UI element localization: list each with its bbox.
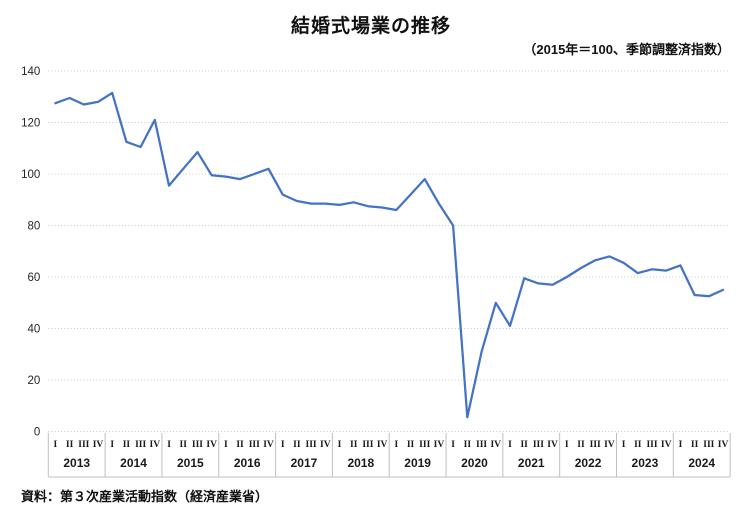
quarter-label: III — [590, 440, 601, 450]
year-label: 2013 — [63, 456, 90, 470]
quarter-label: I — [451, 440, 455, 450]
y-tick-label: 120 — [21, 118, 40, 130]
quarter-label: IV — [718, 440, 729, 450]
quarter-label: III — [362, 440, 373, 450]
quarter-label: III — [703, 440, 714, 450]
quarter-label: I — [281, 440, 285, 450]
y-tick-label: 100 — [21, 169, 40, 181]
quarter-label: IV — [320, 440, 331, 450]
y-tick-label: 40 — [28, 324, 41, 336]
quarter-label: IV — [434, 440, 445, 450]
quarter-label: II — [180, 440, 188, 450]
quarter-label: IV — [206, 440, 217, 450]
year-label: 2015 — [177, 456, 204, 470]
quarter-label: III — [533, 440, 544, 450]
quarter-label: II — [293, 440, 301, 450]
y-tick-label: 60 — [28, 272, 41, 284]
year-label: 2021 — [518, 456, 545, 470]
y-tick-label: 80 — [28, 221, 41, 233]
chart-subtitle: （2015年＝100、季節調整済指数） — [523, 42, 730, 57]
quarter-label: II — [236, 440, 244, 450]
year-label: 2020 — [461, 456, 488, 470]
y-tick-label: 20 — [28, 375, 41, 387]
quarter-label: I — [110, 440, 114, 450]
year-label: 2023 — [632, 456, 659, 470]
chart-title: 結婚式場業の推移 — [290, 16, 451, 37]
year-label: 2024 — [688, 456, 715, 470]
quarter-label: II — [464, 440, 472, 450]
quarter-label: I — [394, 440, 398, 450]
quarter-label: II — [634, 440, 642, 450]
quarter-label: II — [350, 440, 358, 450]
quarter-label: II — [691, 440, 699, 450]
year-label: 2016 — [234, 456, 261, 470]
quarter-label: I — [679, 440, 683, 450]
quarter-label: I — [508, 440, 512, 450]
quarter-label: III — [476, 440, 487, 450]
year-label: 2017 — [291, 456, 318, 470]
quarter-label: IV — [150, 440, 161, 450]
quarter-label: III — [306, 440, 317, 450]
quarter-label: IV — [661, 440, 672, 450]
quarter-label: III — [192, 440, 203, 450]
quarter-label: IV — [490, 440, 501, 450]
quarter-label: II — [407, 440, 415, 450]
series-line — [54, 91, 725, 419]
quarter-label: IV — [377, 440, 388, 450]
quarter-label: II — [123, 440, 131, 450]
y-tick-label: 140 — [21, 66, 40, 78]
quarter-label: I — [565, 440, 569, 450]
quarter-label: III — [419, 440, 430, 450]
quarter-label: II — [66, 440, 74, 450]
quarter-label: IV — [604, 440, 615, 450]
quarter-label: I — [167, 440, 171, 450]
quarter-label: III — [646, 440, 657, 450]
quarter-label: I — [54, 440, 58, 450]
year-label: 2019 — [404, 456, 431, 470]
quarter-label: I — [224, 440, 228, 450]
quarter-label: II — [520, 440, 528, 450]
year-label: 2022 — [575, 456, 602, 470]
quarter-label: II — [577, 440, 585, 450]
quarter-label: I — [622, 440, 626, 450]
year-label: 2014 — [120, 456, 147, 470]
y-tick-label: 0 — [34, 427, 40, 439]
year-label: 2018 — [347, 456, 374, 470]
quarter-label: III — [249, 440, 260, 450]
quarter-label: III — [135, 440, 146, 450]
source-note: 資料：第３次産業活動指数（経済産業省） — [21, 489, 269, 504]
quarter-label: IV — [93, 440, 104, 450]
quarter-label: IV — [263, 440, 274, 450]
quarter-label: III — [78, 440, 89, 450]
quarter-label: I — [338, 440, 342, 450]
quarter-label: IV — [547, 440, 558, 450]
